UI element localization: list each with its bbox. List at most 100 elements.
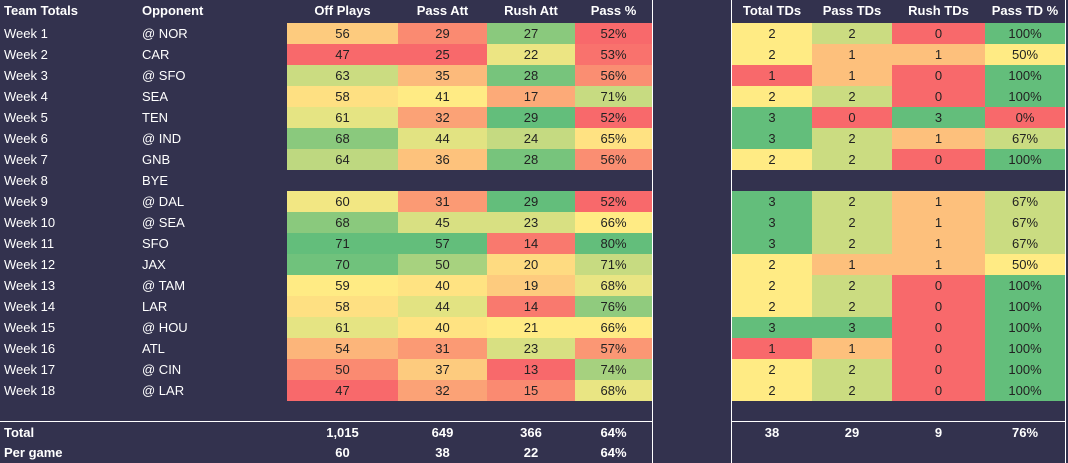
td-cell: 2: [732, 380, 812, 401]
total-value: 64%: [600, 425, 627, 440]
td-cell: 67%: [985, 128, 1065, 149]
td-cell: 2: [812, 86, 892, 107]
td-cell: 0: [892, 338, 985, 359]
per-game-label: Per game: [4, 445, 63, 460]
opponent: BYE: [142, 173, 169, 188]
stat-cell: 19: [487, 275, 575, 296]
stat-cell: 17: [487, 86, 575, 107]
stat-cell: 47: [287, 380, 398, 401]
per-game-value: 38: [435, 445, 450, 460]
week: Week 18: [4, 383, 56, 398]
td-cell: 100%: [985, 359, 1065, 380]
stat-cell: 61: [287, 317, 398, 338]
td-cell: 100%: [985, 275, 1065, 296]
td-cell: 3: [732, 128, 812, 149]
stat-cell: 25: [398, 44, 487, 65]
td-cell: 100%: [985, 23, 1065, 44]
td-cell: 1: [892, 212, 985, 233]
td-cell: 2: [812, 380, 892, 401]
stat-cell: 58: [287, 296, 398, 317]
td-cell: 2: [732, 86, 812, 107]
column-header: Rush Att: [504, 3, 558, 18]
column-header: Pass %: [590, 3, 637, 18]
stat-cell: 70: [287, 254, 398, 275]
td-cell: 1: [732, 65, 812, 86]
stat-cell: 60: [287, 191, 398, 212]
stat-cell: 28: [487, 65, 575, 86]
stat-cell: 37: [398, 359, 487, 380]
total-value: 366: [520, 425, 542, 440]
stat-cell: 28: [487, 149, 575, 170]
td-cell: 2: [732, 254, 812, 275]
stat-cell: 53%: [575, 44, 652, 65]
week: Week 17: [4, 362, 56, 377]
week: Week 7: [4, 152, 48, 167]
week: Week 13: [4, 278, 56, 293]
column-header: Team Totals: [4, 3, 78, 18]
stat-cell: 63: [287, 65, 398, 86]
stat-cell: 14: [487, 233, 575, 254]
stat-cell: 68: [287, 128, 398, 149]
week: Week 2: [4, 47, 48, 62]
week: Week 4: [4, 89, 48, 104]
td-cell: 1: [892, 254, 985, 275]
border: [731, 0, 732, 463]
stat-cell: 68%: [575, 380, 652, 401]
stat-cell: 52%: [575, 107, 652, 128]
stat-cell: 56%: [575, 149, 652, 170]
td-cell: 100%: [985, 296, 1065, 317]
td-cell: 3: [812, 317, 892, 338]
td-cell: 2: [812, 23, 892, 44]
opponent: JAX: [142, 257, 166, 272]
total-value: 38: [764, 425, 780, 440]
stat-cell: 50: [287, 359, 398, 380]
td-cell: 0: [892, 65, 985, 86]
stat-cell: 24: [487, 128, 575, 149]
td-cell: 3: [732, 317, 812, 338]
stat-cell: 52%: [575, 23, 652, 44]
week: Week 6: [4, 131, 48, 146]
td-cell: 2: [732, 359, 812, 380]
opponent: @ TAM: [142, 278, 186, 293]
td-cell: 67%: [985, 212, 1065, 233]
stat-cell: 36: [398, 149, 487, 170]
stat-cell: 52%: [575, 191, 652, 212]
stat-cell: 13: [487, 359, 575, 380]
stat-cell: 32: [398, 107, 487, 128]
td-cell: 100%: [985, 86, 1065, 107]
td-cell: 2: [732, 149, 812, 170]
stat-cell: 50: [398, 254, 487, 275]
per-game-value: 60: [335, 445, 350, 460]
column-header: Pass TDs: [822, 3, 882, 18]
td-cell: 100%: [985, 338, 1065, 359]
border: [731, 421, 1066, 422]
per-game-value: 22: [523, 445, 539, 460]
td-cell: 2: [812, 359, 892, 380]
td-cell: 2: [812, 128, 892, 149]
week: Week 15: [4, 320, 56, 335]
opponent: ATL: [142, 341, 165, 356]
week: Week 8: [4, 173, 48, 188]
opponent: @ NOR: [142, 26, 188, 41]
week: Week 3: [4, 68, 48, 83]
border: [1065, 0, 1066, 463]
border: [0, 421, 653, 422]
stat-cell: 66%: [575, 212, 652, 233]
stat-cell: 15: [487, 380, 575, 401]
stat-cell: 31: [398, 338, 487, 359]
stat-cell: 68%: [575, 275, 652, 296]
td-cell: 3: [732, 191, 812, 212]
week: Week 12: [4, 257, 56, 272]
week: Week 5: [4, 110, 48, 125]
stat-cell: 71%: [575, 86, 652, 107]
column-header: Rush TDs: [908, 3, 969, 18]
opponent: GNB: [142, 152, 171, 167]
stat-cell: 54: [287, 338, 398, 359]
stat-cell: 29: [487, 191, 575, 212]
td-cell: 1: [812, 65, 892, 86]
week: Week 10: [4, 215, 56, 230]
stat-cell: 32: [398, 380, 487, 401]
td-cell: 3: [732, 212, 812, 233]
td-cell: 0: [892, 86, 985, 107]
td-cell: 0: [812, 107, 892, 128]
